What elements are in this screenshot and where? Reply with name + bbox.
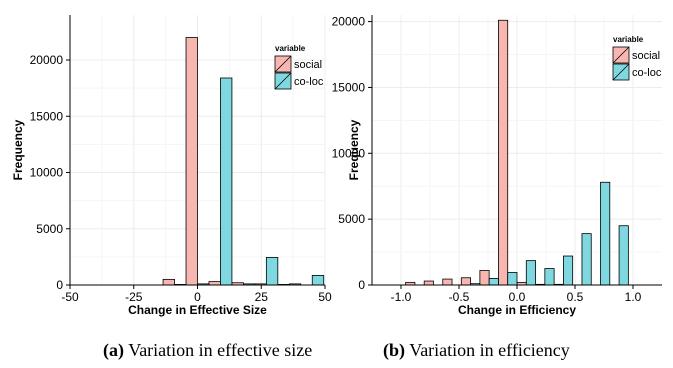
chart-a-x-tick-label: 50 — [318, 290, 332, 304]
chart-b-x-tick-label: -1.0 — [391, 290, 412, 304]
chart-b-legend-label-co-loc: co-loc — [632, 67, 662, 79]
chart-b-bar-social — [442, 278, 453, 286]
chart-b-bar-social — [479, 270, 490, 286]
chart-b-x-tick-label: 0.0 — [509, 290, 526, 304]
chart-a-y-tick-label: 0 — [56, 278, 63, 292]
chart-a-bar-social — [185, 37, 198, 286]
chart-a-y-tick-label: 15000 — [30, 109, 64, 123]
chart-a-x-tick-label: -25 — [125, 290, 143, 304]
chart-b-x-tick-label: 1.0 — [625, 290, 642, 304]
chart-a-legend-key-slash — [274, 55, 292, 73]
chart-a-y-tick-label: 5000 — [36, 222, 63, 236]
caption-b-tag: (b) — [383, 340, 405, 360]
chart-b-legend-label-social: social — [632, 50, 660, 62]
chart-b-y-tick-label: 20000 — [332, 15, 366, 29]
chart-b-x-tick-label: -0.5 — [449, 290, 470, 304]
chart-a-y-axis-title: Frequency — [11, 119, 25, 180]
chart-b-bar-social — [498, 19, 509, 286]
chart-a-legend-title: variable — [275, 44, 306, 53]
chart-b-bar-social — [460, 277, 472, 286]
chart-a-bar-social — [162, 278, 175, 286]
chart-a-bar-social — [208, 281, 221, 286]
caption-a: (a) Variation in effective size — [103, 340, 312, 361]
caption-a-tag: (a) — [103, 340, 124, 360]
chart-b-bar-co-loc — [525, 260, 536, 286]
chart-b-legend — [612, 46, 630, 81]
chart-a-legend — [274, 55, 292, 90]
chart-b-bar-co-loc — [507, 272, 518, 286]
chart-b-bar-co-loc — [581, 233, 592, 286]
chart-b-y-tick-label: 15000 — [332, 80, 366, 94]
chart-a-x-tick-label: 0 — [194, 290, 201, 304]
caption-a-text: Variation in effective size — [128, 340, 313, 360]
chart-a-x-axis-title: Change in Effective Size — [128, 303, 267, 317]
chart-b-y-tick-label: 0 — [358, 278, 365, 292]
chart-a-legend-label-social: social — [294, 59, 322, 71]
chart-a-legend-key-slash — [274, 72, 292, 90]
figure-charts: 0 5000 10000 15000 20000 -50 -25 0 25 50 Change in… — [11, 15, 662, 317]
chart-b-x-axis-title: Change in Efficiency — [458, 303, 576, 317]
chart-b-plot — [368, 15, 662, 289]
chart-a-bar-co-loc — [220, 77, 233, 286]
chart-a-bar-co-loc — [311, 275, 325, 286]
chart-b-y-axis-title: Frequency — [347, 119, 361, 180]
chart-b-x-tick-label: 0.5 — [567, 290, 584, 304]
chart-b-bar-co-loc — [563, 255, 574, 286]
caption-b: (b) Variation in efficiency — [383, 340, 570, 361]
chart-a-legend-label-co-loc: co-loc — [294, 76, 324, 88]
chart-b-y-tick-label: 5000 — [338, 212, 365, 226]
chart-a-y-tick-label: 10000 — [30, 166, 64, 180]
chart-a-bar-co-loc — [265, 257, 279, 286]
chart-b-bar-co-loc — [618, 225, 629, 286]
chart-a-x-tick-label: -50 — [61, 290, 79, 304]
chart-a-x-tick-label: 25 — [255, 290, 269, 304]
chart-b-legend-title: variable — [613, 35, 644, 44]
chart-b-bar-co-loc — [488, 278, 499, 286]
chart-b-legend-key-slash — [612, 63, 630, 81]
chart-b-bar-co-loc — [544, 268, 555, 286]
chart-b-legend-key-slash — [612, 46, 630, 64]
chart-a-y-tick-label: 20000 — [30, 53, 64, 67]
chart-b-bar-social — [423, 280, 434, 286]
chart-b-bar-co-loc — [600, 181, 611, 286]
chart-b-y-tick-label: 10000 — [332, 146, 366, 160]
caption-b-text: Variation in efficiency — [409, 340, 570, 360]
